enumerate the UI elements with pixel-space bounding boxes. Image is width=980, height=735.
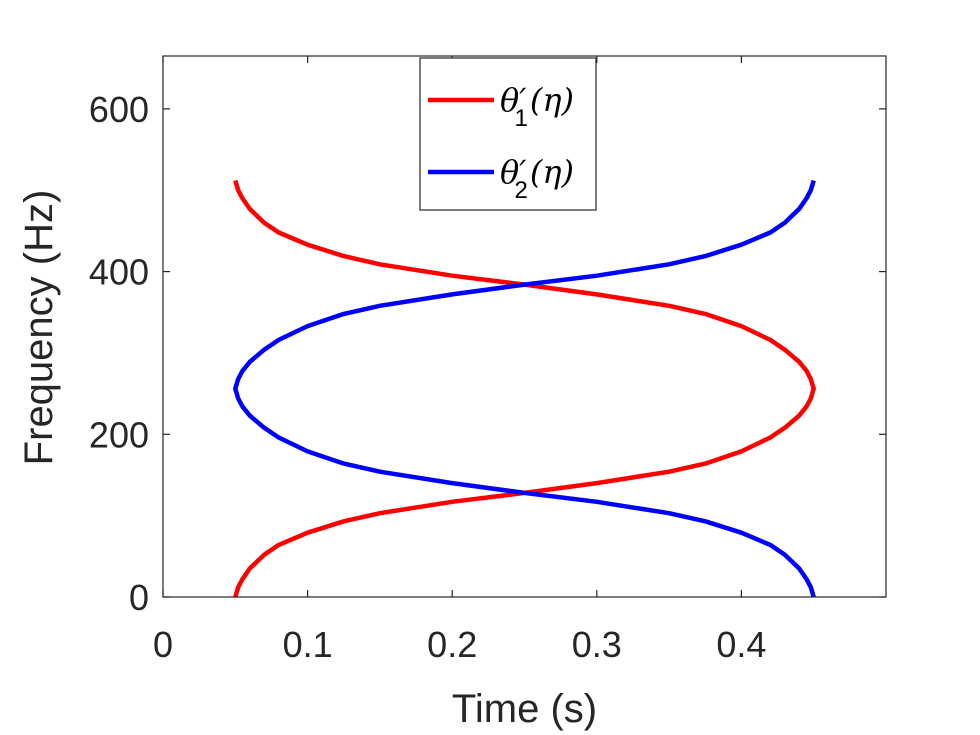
y-tick-label: 600 — [89, 89, 149, 130]
legend-label-2: θ′2(η) — [500, 153, 574, 204]
axes-box — [162, 55, 887, 598]
x-axis-label: Time (s) — [452, 687, 597, 731]
series-line-2 — [233, 179, 816, 598]
x-tick-label: 0.1 — [283, 624, 333, 665]
axes-layer — [162, 55, 887, 598]
legend: θ′1(η) θ′2(η) — [419, 57, 597, 211]
legend-label-1: θ′1(η) — [500, 81, 574, 132]
x-tick-label: 0.2 — [427, 624, 477, 665]
y-tick-label: 400 — [89, 252, 149, 293]
x-tick-label: 0.4 — [716, 624, 766, 665]
series-line-1 — [233, 179, 816, 598]
y-tick-label: 0 — [129, 577, 149, 618]
x-tick-label: 0.3 — [572, 624, 622, 665]
legend-box — [419, 57, 597, 211]
y-axis-label: Frequency (Hz) — [17, 190, 61, 466]
x-tick-label: 0 — [153, 624, 173, 665]
series-layer — [233, 179, 816, 598]
y-tick-label: 200 — [89, 414, 149, 455]
tick-labels: 0 0.1 0.2 0.3 0.4 0 200 400 600 — [89, 89, 767, 665]
